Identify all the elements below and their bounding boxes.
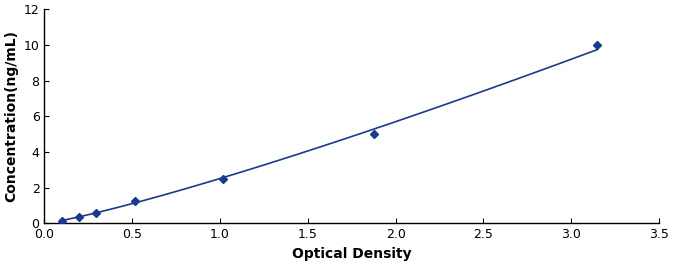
X-axis label: Optical Density: Optical Density [292, 247, 411, 261]
Y-axis label: Concentration(ng/mL): Concentration(ng/mL) [4, 30, 18, 202]
